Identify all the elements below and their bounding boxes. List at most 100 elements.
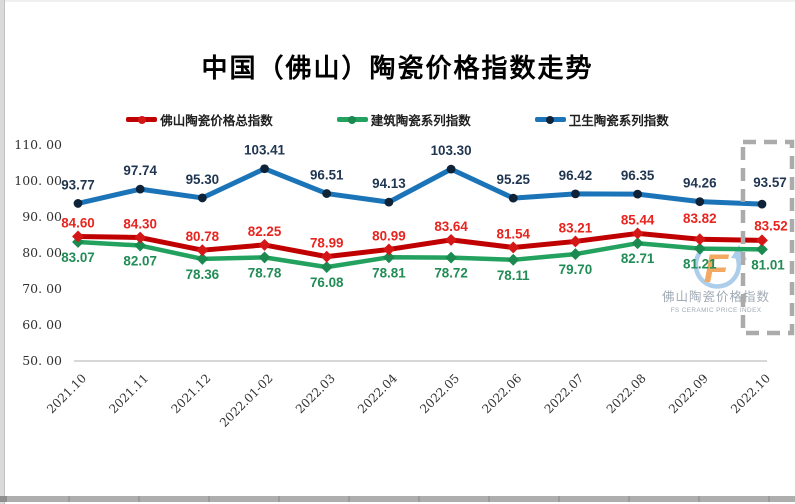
data-point-label-building: 78.11 [497, 268, 530, 283]
data-point-total[interactable] [72, 230, 84, 243]
data-point-label-sanitary: 93.57 [753, 175, 787, 190]
x-axis-category-label: 2022.03 [293, 371, 338, 416]
x-axis-category-label: 2021.10 [44, 371, 89, 416]
data-point-label-total: 82.25 [248, 224, 282, 239]
data-point-label-building: 78.36 [186, 267, 220, 282]
top-edge-strip [0, 0, 795, 2]
data-point-label-total: 84.30 [123, 217, 157, 232]
table-edge-strip [0, 496, 795, 502]
data-point-label-total: 83.52 [754, 218, 788, 233]
data-point-total[interactable] [258, 238, 271, 251]
x-axis-category-label: 2021.11 [106, 371, 151, 416]
watermark-circle-arrow-icon [693, 248, 742, 289]
legend-label: 卫生陶瓷系列指数 [568, 114, 669, 128]
data-point-building[interactable] [507, 253, 520, 266]
legend-item-building-index[interactable]: 建筑陶瓷系列指数 [336, 110, 471, 129]
x-axis-category-label: 2021.12 [168, 371, 213, 416]
data-point-total[interactable] [382, 243, 395, 256]
data-point-total[interactable] [756, 234, 768, 247]
data-point-label-total: 80.78 [186, 229, 220, 244]
legend-label: 佛山陶瓷价格总指数 [160, 114, 273, 128]
latest-month-highlight-box [740, 139, 795, 336]
watermark-name-cn: 佛山陶瓷价格指数 [662, 289, 770, 304]
series-line-building [75, 239, 765, 270]
data-point-building[interactable] [258, 251, 271, 264]
legend-line-swatch [534, 115, 566, 124]
data-point-sanitary[interactable] [757, 199, 767, 209]
data-point-label-building: 82.71 [621, 251, 655, 266]
series-line-sanitary [75, 166, 765, 207]
data-point-building[interactable] [134, 239, 147, 252]
data-point-total[interactable] [507, 241, 520, 254]
data-point-total[interactable] [196, 244, 209, 257]
y-axis-tick-label: 50. 00 [22, 353, 62, 368]
y-axis-tick-label: 90. 00 [22, 209, 62, 224]
data-point-label-total: 78.99 [310, 236, 344, 251]
data-point-label-total: 83.64 [434, 219, 468, 234]
data-point-building[interactable] [445, 251, 458, 264]
legend-item-total-index[interactable]: 佛山陶瓷价格总指数 [126, 110, 273, 129]
data-point-building[interactable] [196, 252, 209, 265]
data-point-total[interactable] [134, 231, 147, 244]
y-axis-tick-label: 60. 00 [22, 317, 62, 332]
data-point-total[interactable] [320, 250, 333, 263]
data-point-label-sanitary: 95.30 [186, 172, 220, 187]
series-line-total [75, 230, 765, 260]
data-point-label-building: 76.08 [310, 275, 344, 290]
data-point-sanitary[interactable] [695, 197, 705, 207]
data-point-label-sanitary: 97.74 [123, 163, 157, 178]
data-point-building[interactable] [569, 248, 582, 261]
data-point-label-total: 84.60 [61, 215, 95, 230]
y-axis-tick-label: 70. 00 [22, 281, 62, 296]
data-point-total[interactable] [569, 235, 582, 248]
data-point-label-sanitary: 96.51 [310, 168, 344, 183]
x-axis-category-label: 2022.10 [728, 371, 773, 416]
data-point-label-sanitary: 103.30 [431, 143, 472, 158]
data-point-label-sanitary: 96.42 [559, 168, 593, 183]
data-point-label-sanitary: 95.25 [497, 172, 531, 187]
data-point-sanitary[interactable] [135, 184, 145, 194]
x-axis-category-label: 2022.01-02 [217, 371, 276, 430]
data-point-label-building: 78.78 [248, 265, 282, 280]
page-title: 中国（佛山）陶瓷价格指数走势 [201, 54, 594, 84]
data-point-sanitary[interactable] [571, 189, 580, 199]
data-point-sanitary[interactable] [446, 164, 456, 174]
data-point-sanitary[interactable] [633, 189, 643, 199]
data-point-label-sanitary: 93.77 [61, 177, 95, 192]
x-axis-category-label: 2022.08 [604, 371, 649, 416]
x-axis-category-label: 2022.09 [666, 371, 711, 416]
data-point-sanitary[interactable] [322, 189, 332, 198]
data-point-label-total: 83.21 [559, 220, 593, 235]
legend-line-swatch [336, 115, 368, 124]
data-point-total[interactable] [693, 233, 706, 246]
data-point-label-building: 82.07 [123, 254, 157, 269]
watermark-letter: F [704, 247, 730, 291]
data-point-label-building: 78.72 [434, 266, 468, 281]
watermark-name-en: FS CERAMIC PRICE INDEX [671, 307, 762, 314]
data-point-building[interactable] [693, 242, 706, 255]
data-point-building[interactable] [382, 251, 395, 264]
data-point-sanitary[interactable] [508, 193, 518, 203]
legend-marker-dot [546, 115, 555, 124]
data-point-total[interactable] [445, 233, 458, 246]
data-point-label-sanitary: 94.13 [372, 176, 406, 191]
data-point-sanitary[interactable] [260, 164, 269, 174]
data-point-sanitary[interactable] [73, 199, 83, 208]
y-axis-tick-label: 80. 00 [22, 245, 62, 260]
data-point-label-sanitary: 96.35 [621, 168, 655, 183]
legend-item-sanitary-index[interactable]: 卫生陶瓷系列指数 [534, 110, 669, 129]
data-point-label-building: 81.21 [683, 257, 717, 272]
data-point-label-total: 83.82 [683, 211, 717, 226]
legend-marker-dot [137, 115, 146, 124]
x-axis-category-label: 2022.04 [355, 371, 400, 416]
data-point-building[interactable] [320, 261, 333, 274]
data-point-building[interactable] [631, 237, 644, 250]
legend-marker-dot [348, 115, 357, 124]
data-point-sanitary[interactable] [197, 193, 207, 203]
data-point-sanitary[interactable] [384, 197, 394, 207]
legend: 佛山陶瓷价格总指数 建筑陶瓷系列指数 卫生陶瓷系列指数 [0, 110, 795, 129]
left-edge-strip [0, 0, 5, 504]
data-point-total[interactable] [631, 227, 644, 240]
x-axis-category-label: 2022.06 [479, 371, 524, 416]
